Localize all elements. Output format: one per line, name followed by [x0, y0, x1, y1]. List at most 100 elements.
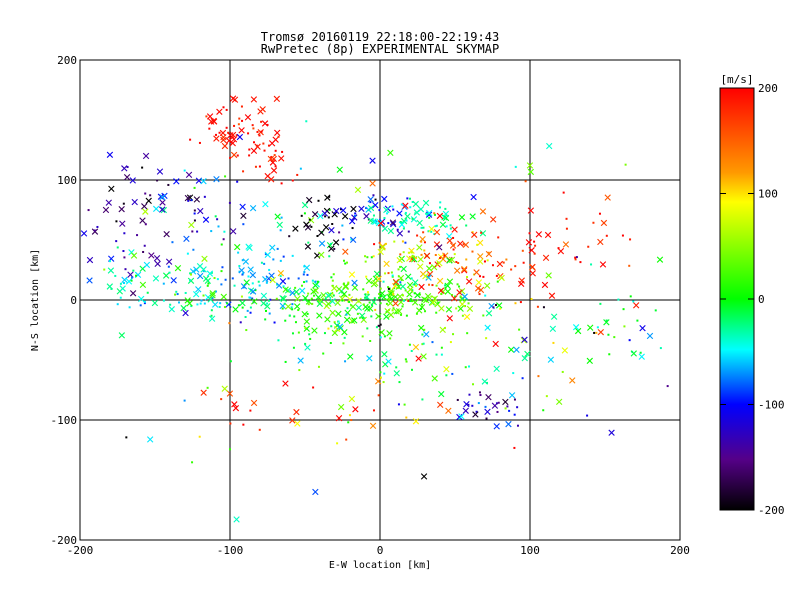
- data-point-dot: [310, 225, 313, 228]
- data-point-dot: [565, 227, 568, 230]
- data-point-dot: [226, 302, 229, 305]
- data-point-cross: [301, 310, 308, 318]
- data-point-dot: [292, 346, 295, 349]
- data-point-dot: [391, 205, 394, 208]
- data-point-cross: [428, 299, 436, 306]
- data-point-cross: [465, 278, 473, 285]
- data-point-cross: [375, 313, 382, 320]
- data-point-cross: [381, 195, 388, 203]
- data-point-cross: [239, 299, 246, 307]
- data-point-cross: [238, 127, 245, 134]
- data-point-dot: [143, 302, 146, 305]
- data-point-dot: [466, 276, 469, 279]
- data-point-dot: [400, 203, 403, 206]
- data-point-cross: [412, 279, 419, 286]
- colorbar-tick-label: 200: [758, 82, 778, 95]
- data-point-cross: [393, 370, 400, 377]
- data-point-dot: [396, 228, 399, 231]
- data-point-cross: [470, 193, 477, 201]
- data-point-dot: [593, 331, 596, 334]
- data-point-dot: [131, 276, 134, 279]
- data-point-cross: [423, 252, 431, 260]
- data-point-cross: [392, 300, 399, 307]
- data-point-dot: [506, 405, 509, 408]
- data-point-cross: [383, 260, 390, 267]
- data-point-cross: [496, 260, 504, 268]
- data-point-dot: [420, 303, 423, 306]
- data-point-dot: [411, 254, 414, 257]
- data-point-dot: [240, 105, 243, 108]
- data-point-dot: [270, 156, 273, 159]
- data-point-dot: [450, 294, 453, 297]
- data-point-cross: [562, 241, 570, 248]
- data-point-dot: [309, 337, 312, 340]
- data-point-cross: [383, 313, 390, 320]
- data-point-dot: [421, 306, 424, 309]
- data-point-dot: [464, 366, 467, 369]
- data-point-cross: [195, 286, 202, 293]
- data-point-dot: [236, 180, 239, 183]
- data-point-cross: [513, 346, 520, 353]
- data-point-cross: [333, 207, 340, 215]
- data-point-dot: [462, 243, 465, 246]
- data-point-dot: [456, 283, 459, 286]
- data-point-cross: [340, 207, 347, 214]
- x-axis-ticks: -200 -100 0 100 200: [67, 60, 690, 557]
- data-point-dot: [482, 314, 485, 317]
- data-point-dot: [144, 192, 147, 195]
- data-point-cross: [312, 287, 319, 294]
- data-point-dot: [294, 286, 297, 289]
- data-point-dot: [533, 240, 536, 243]
- data-point-cross: [431, 295, 438, 302]
- data-point-dot: [364, 260, 367, 263]
- data-point-cross: [121, 165, 128, 172]
- data-point-cross: [369, 422, 377, 429]
- data-point-cross: [341, 213, 349, 220]
- data-point-dot: [356, 312, 359, 315]
- data-point-cross: [289, 289, 296, 297]
- data-point-dot: [217, 225, 220, 228]
- data-point-cross: [289, 417, 296, 424]
- data-point-cross: [431, 375, 438, 382]
- data-point-dot: [514, 265, 517, 268]
- chart-title: Tromsø 20160119 22:18:00-22:19:43: [261, 30, 499, 44]
- data-point-cross: [277, 269, 285, 277]
- data-point-cross: [196, 272, 204, 280]
- data-point-dot: [373, 297, 376, 300]
- data-point-cross: [276, 221, 283, 228]
- data-point-dot: [401, 305, 404, 308]
- data-point-dot: [480, 231, 483, 234]
- data-point-dot: [311, 302, 314, 305]
- data-point-dot: [249, 409, 252, 412]
- data-point-cross: [163, 230, 170, 238]
- data-point-cross: [304, 344, 311, 351]
- data-point-dot: [378, 292, 381, 295]
- data-point-dot: [228, 201, 231, 204]
- data-point-dot: [331, 279, 334, 282]
- data-point-dot: [305, 120, 308, 123]
- data-point-cross: [328, 227, 335, 234]
- data-point-dot: [607, 333, 610, 336]
- data-point-cross: [473, 269, 480, 276]
- data-point-cross: [324, 316, 331, 323]
- data-point-dot: [530, 298, 533, 301]
- data-point-dot: [545, 395, 548, 398]
- data-point-dot: [124, 268, 127, 271]
- data-point-dot: [267, 299, 270, 302]
- data-point-cross: [221, 142, 229, 150]
- data-point-dot: [398, 381, 401, 384]
- data-point-dot: [254, 289, 257, 292]
- data-point-dot: [149, 194, 152, 197]
- data-point-cross: [541, 281, 549, 289]
- data-point-cross: [204, 277, 211, 285]
- data-point-cross: [412, 200, 419, 208]
- data-point-dot: [223, 230, 226, 233]
- data-point-dot: [413, 292, 416, 295]
- data-point-dot: [291, 179, 294, 182]
- data-point-cross: [525, 239, 533, 246]
- data-point-dot: [379, 323, 382, 326]
- data-point-dot: [279, 229, 282, 232]
- data-point-dot: [119, 296, 122, 299]
- data-point-cross: [378, 329, 385, 336]
- data-point-dot: [393, 240, 396, 243]
